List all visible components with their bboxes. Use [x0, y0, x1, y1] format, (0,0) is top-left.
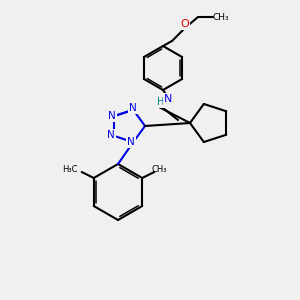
- Text: H: H: [157, 97, 165, 107]
- Text: N: N: [128, 137, 135, 147]
- Text: N: N: [107, 130, 115, 140]
- Text: CH₃: CH₃: [152, 166, 167, 175]
- Text: N: N: [108, 111, 116, 121]
- Text: H₃C: H₃C: [62, 166, 77, 175]
- Text: N: N: [129, 103, 137, 113]
- Text: CH₃: CH₃: [213, 13, 229, 22]
- Text: N: N: [164, 94, 172, 104]
- Text: O: O: [181, 19, 189, 29]
